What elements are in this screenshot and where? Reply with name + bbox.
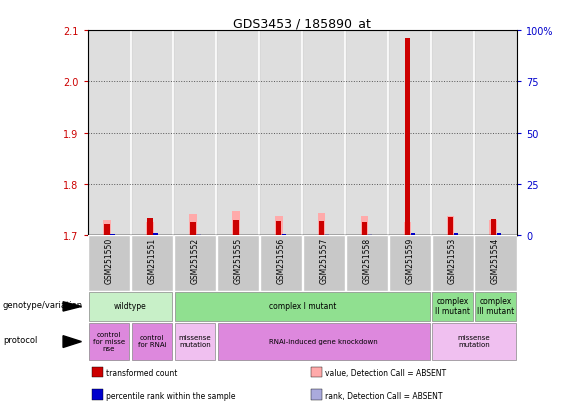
Bar <box>497 234 501 235</box>
Text: protocol: protocol <box>3 335 37 344</box>
Text: complex I mutant: complex I mutant <box>268 301 336 311</box>
Text: GSM251555: GSM251555 <box>233 237 242 283</box>
Text: rank, Detection Call = ABSENT: rank, Detection Call = ABSENT <box>325 391 443 400</box>
Bar <box>260 235 302 291</box>
Bar <box>405 39 410 235</box>
Bar <box>233 220 238 235</box>
Text: transformed count: transformed count <box>106 368 178 377</box>
Text: GSM251558: GSM251558 <box>362 237 371 283</box>
Bar <box>232 212 240 235</box>
Bar <box>131 235 173 291</box>
Title: GDS3453 / 185890_at: GDS3453 / 185890_at <box>233 17 371 30</box>
Bar <box>432 235 473 291</box>
Text: GSM251552: GSM251552 <box>190 237 199 283</box>
Bar <box>362 222 367 235</box>
Bar <box>132 324 172 360</box>
Bar <box>275 216 282 235</box>
Bar <box>490 219 496 235</box>
Text: GSM251556: GSM251556 <box>276 237 285 283</box>
Bar <box>175 292 430 321</box>
Text: value, Detection Call = ABSENT: value, Detection Call = ABSENT <box>325 368 446 377</box>
Bar <box>454 234 458 235</box>
Polygon shape <box>63 302 81 311</box>
Bar <box>475 235 516 291</box>
Bar <box>88 235 130 291</box>
Bar <box>147 218 153 235</box>
Bar <box>474 31 517 235</box>
Bar <box>189 215 197 235</box>
Text: control
for misse
nse: control for misse nse <box>93 331 125 351</box>
Bar <box>104 224 110 235</box>
Bar <box>311 389 321 400</box>
Bar <box>303 235 345 291</box>
Bar <box>319 221 324 235</box>
Text: genotype/variation: genotype/variation <box>3 301 83 310</box>
Text: GSM251550: GSM251550 <box>105 237 114 283</box>
Bar <box>153 234 158 235</box>
Text: GSM251557: GSM251557 <box>319 237 328 283</box>
Bar <box>447 218 453 235</box>
Text: RNAi-induced gene knockdown: RNAi-induced gene knockdown <box>270 338 378 344</box>
Bar <box>411 234 415 235</box>
Bar <box>131 31 173 235</box>
Text: GSM251554: GSM251554 <box>491 237 500 283</box>
Bar <box>218 324 430 360</box>
Bar <box>103 220 111 235</box>
Bar <box>431 31 474 235</box>
Text: GSM251559: GSM251559 <box>405 237 414 283</box>
Bar <box>318 214 325 235</box>
Bar <box>276 222 281 235</box>
Bar <box>175 324 215 360</box>
Bar <box>216 31 259 235</box>
Text: wildtype: wildtype <box>114 301 147 311</box>
Bar <box>146 222 154 235</box>
Text: complex
II mutant: complex II mutant <box>435 297 470 316</box>
Text: missense
mutation: missense mutation <box>458 335 490 347</box>
Polygon shape <box>63 336 81 348</box>
Bar <box>345 31 388 235</box>
Bar <box>403 222 411 235</box>
Bar <box>360 216 368 235</box>
Bar <box>302 31 345 235</box>
Bar <box>446 216 454 235</box>
Bar <box>388 31 431 235</box>
Bar <box>88 31 131 235</box>
Text: complex
III mutant: complex III mutant <box>477 297 514 316</box>
Bar <box>173 31 216 235</box>
Bar <box>217 235 259 291</box>
Text: control
for RNAi: control for RNAi <box>138 335 166 347</box>
Bar <box>89 292 172 321</box>
Bar <box>89 324 129 360</box>
Bar <box>190 223 195 235</box>
Bar <box>389 235 431 291</box>
Bar <box>475 292 516 321</box>
Bar <box>174 235 216 291</box>
Text: missense
mutation: missense mutation <box>179 335 211 347</box>
Bar <box>259 31 302 235</box>
Text: percentile rank within the sample: percentile rank within the sample <box>106 391 236 400</box>
Text: GSM251553: GSM251553 <box>448 237 457 283</box>
Bar <box>346 235 388 291</box>
Bar <box>92 367 103 377</box>
Text: GSM251551: GSM251551 <box>147 237 157 283</box>
Bar <box>432 292 473 321</box>
Bar <box>432 324 516 360</box>
Bar <box>311 367 321 377</box>
Bar <box>92 389 103 400</box>
Bar <box>489 221 497 235</box>
